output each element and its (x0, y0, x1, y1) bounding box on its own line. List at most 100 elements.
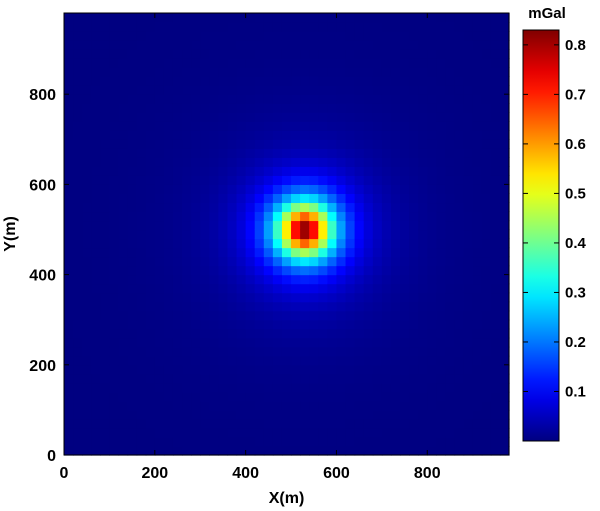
heatmap-cell (118, 292, 129, 303)
heatmap-cell (91, 310, 101, 321)
heatmap-cell (236, 247, 247, 258)
heatmap-cell (254, 22, 265, 32)
heatmap-cell (309, 319, 319, 330)
heatmap-cell (272, 184, 283, 195)
heatmap-cell (73, 202, 83, 213)
heatmap-cell (309, 22, 319, 32)
heatmap-cell (291, 319, 301, 330)
heatmap-cell (445, 130, 456, 140)
heatmap-cell (145, 157, 156, 167)
heatmap-cell (499, 283, 510, 294)
heatmap-cell (254, 328, 265, 339)
heatmap-cell (236, 112, 247, 122)
heatmap-cell (354, 337, 365, 348)
heatmap-cell (245, 382, 256, 393)
heatmap-cell (427, 445, 437, 456)
heatmap-cell (191, 58, 201, 68)
heatmap-cell (363, 409, 374, 420)
heatmap-cell (200, 121, 210, 131)
heatmap-cell (236, 22, 247, 32)
heatmap-cell (227, 337, 238, 348)
heatmap-cell (127, 310, 138, 321)
heatmap-cell (490, 22, 501, 32)
heatmap-cell (345, 355, 356, 366)
heatmap-cell (136, 103, 147, 113)
heatmap-cell (336, 310, 347, 321)
heatmap-cell (300, 409, 310, 420)
heatmap-cell (490, 247, 501, 258)
heatmap-cell (381, 175, 392, 185)
heatmap-cell (336, 328, 347, 339)
heatmap-cell (236, 238, 247, 249)
heatmap-cell (191, 373, 201, 384)
heatmap-cell (418, 364, 428, 375)
heatmap-cell (82, 355, 92, 366)
heatmap-cell (309, 283, 319, 294)
heatmap-cell (100, 373, 111, 384)
heatmap-cell (91, 193, 101, 204)
heatmap-cell (281, 400, 292, 411)
heatmap-cell (499, 40, 510, 50)
heatmap-cell (245, 13, 256, 23)
heatmap-cell (272, 76, 283, 86)
heatmap-cell (254, 256, 265, 267)
heatmap-cell (272, 166, 283, 176)
heatmap-cell (390, 67, 401, 77)
heatmap-cell (64, 166, 74, 176)
heatmap-cell (372, 373, 383, 384)
heatmap-cell (499, 103, 510, 113)
heatmap-cell (118, 409, 129, 420)
heatmap-cell (318, 283, 328, 294)
heatmap-cell (499, 13, 510, 23)
heatmap-cell (172, 229, 183, 240)
heatmap-cell (73, 94, 83, 104)
heatmap-cell (281, 409, 292, 420)
heatmap-cell (272, 31, 283, 41)
heatmap-cell (82, 265, 92, 276)
heatmap-cell (436, 121, 447, 131)
heatmap-cell (163, 22, 174, 32)
heatmap-cell (236, 373, 247, 384)
heatmap-cell (291, 427, 301, 438)
heatmap-cell (82, 94, 92, 104)
heatmap-cell (245, 184, 256, 195)
heatmap-cell (209, 283, 219, 294)
heatmap-cell (100, 76, 111, 86)
heatmap-cell (191, 292, 201, 303)
heatmap-cell (73, 418, 83, 429)
heatmap-cell (91, 67, 101, 77)
heatmap-cell (263, 337, 274, 348)
heatmap-cell (363, 445, 374, 456)
heatmap-cell (309, 355, 319, 366)
heatmap-cell (109, 328, 120, 339)
heatmap-cell (127, 184, 138, 195)
heatmap-cell (400, 292, 410, 303)
heatmap-cell (409, 94, 419, 104)
heatmap-cell (100, 121, 111, 131)
heatmap-cell (327, 85, 338, 95)
heatmap-cell (272, 211, 283, 222)
heatmap-cell (218, 328, 229, 339)
heatmap-cell (436, 67, 447, 77)
heatmap-cell (372, 40, 383, 50)
heatmap-cell (436, 166, 447, 176)
heatmap-cell (499, 364, 510, 375)
heatmap-cell (200, 85, 210, 95)
heatmap-cell (145, 436, 156, 447)
heatmap-cell (218, 31, 229, 41)
heatmap-cell (209, 175, 219, 185)
heatmap-cell (336, 94, 347, 104)
heatmap-cell (300, 148, 310, 158)
heatmap-cell (182, 328, 192, 339)
heatmap-cell (154, 175, 165, 185)
heatmap-cell (172, 238, 183, 249)
heatmap-cell (436, 76, 447, 86)
heatmap-cell (118, 13, 129, 23)
heatmap-cell (163, 391, 174, 402)
heatmap-cell (254, 391, 265, 402)
heatmap-cell (127, 382, 138, 393)
heatmap-cell (427, 157, 437, 167)
heatmap-cell (136, 418, 147, 429)
heatmap-cell (91, 319, 101, 330)
heatmap-cell (209, 112, 219, 122)
